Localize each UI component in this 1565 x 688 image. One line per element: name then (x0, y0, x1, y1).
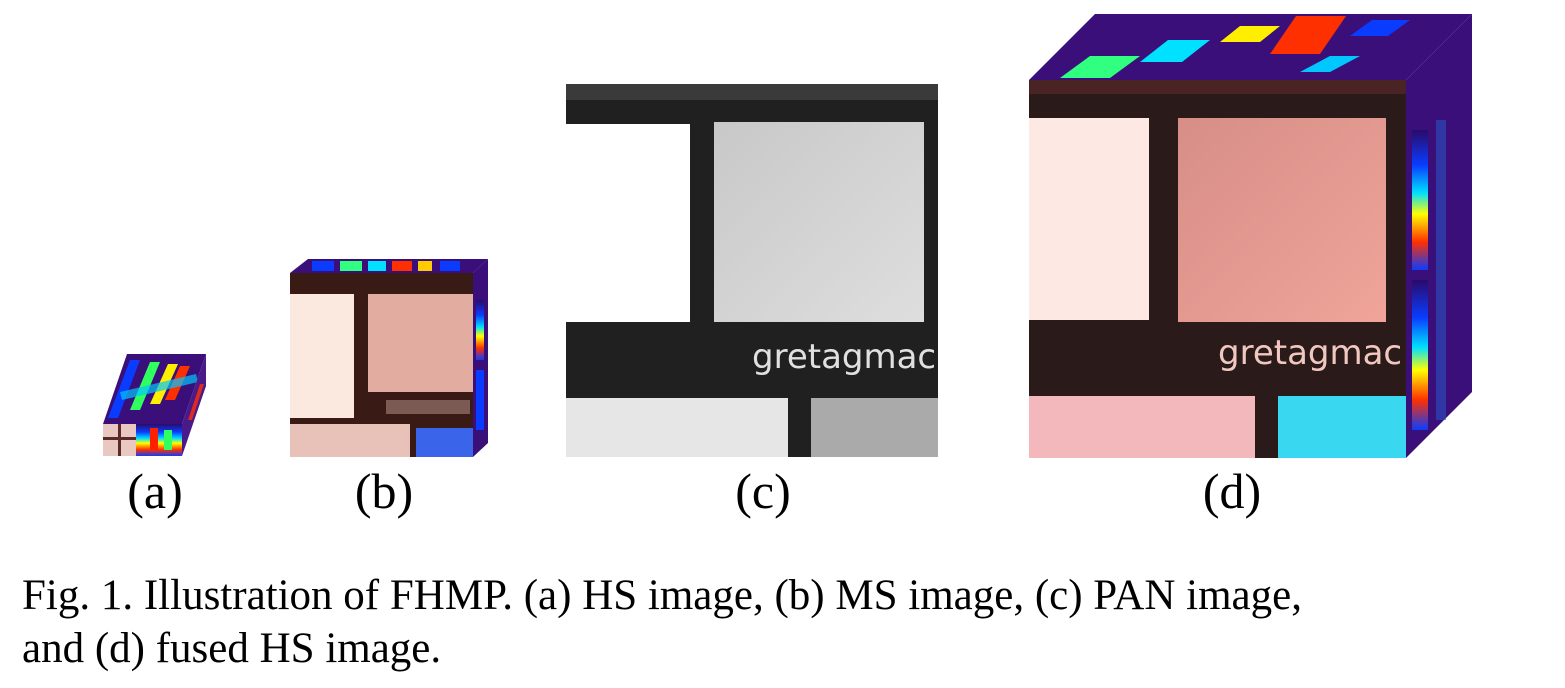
hs-image-cube (103, 354, 206, 456)
panel-label-a: (a) (127, 463, 183, 519)
panel-label-d: (d) (1202, 463, 1262, 519)
fused-watermark-text: gretagmac (1218, 333, 1402, 373)
panel-label-b: (b) (354, 463, 414, 519)
pan-watermark-text: gretagmac (752, 337, 936, 377)
caption-line-1: Fig. 1. Illustration of FHMP. (a) HS ima… (22, 572, 1302, 619)
panel-label-c: (c) (735, 463, 791, 519)
figure-caption: Fig. 1. Illustration of FHMP. (a) HS ima… (22, 569, 1557, 675)
pan-image: gretagmac (566, 84, 938, 457)
ms-image-cube (290, 259, 488, 457)
caption-line-2: and (d) fused HS image. (22, 625, 442, 672)
fused-hs-image-cube: gretagmac (1029, 14, 1472, 458)
figure-illustration: gretagmac gretagmac (103, 14, 1472, 458)
